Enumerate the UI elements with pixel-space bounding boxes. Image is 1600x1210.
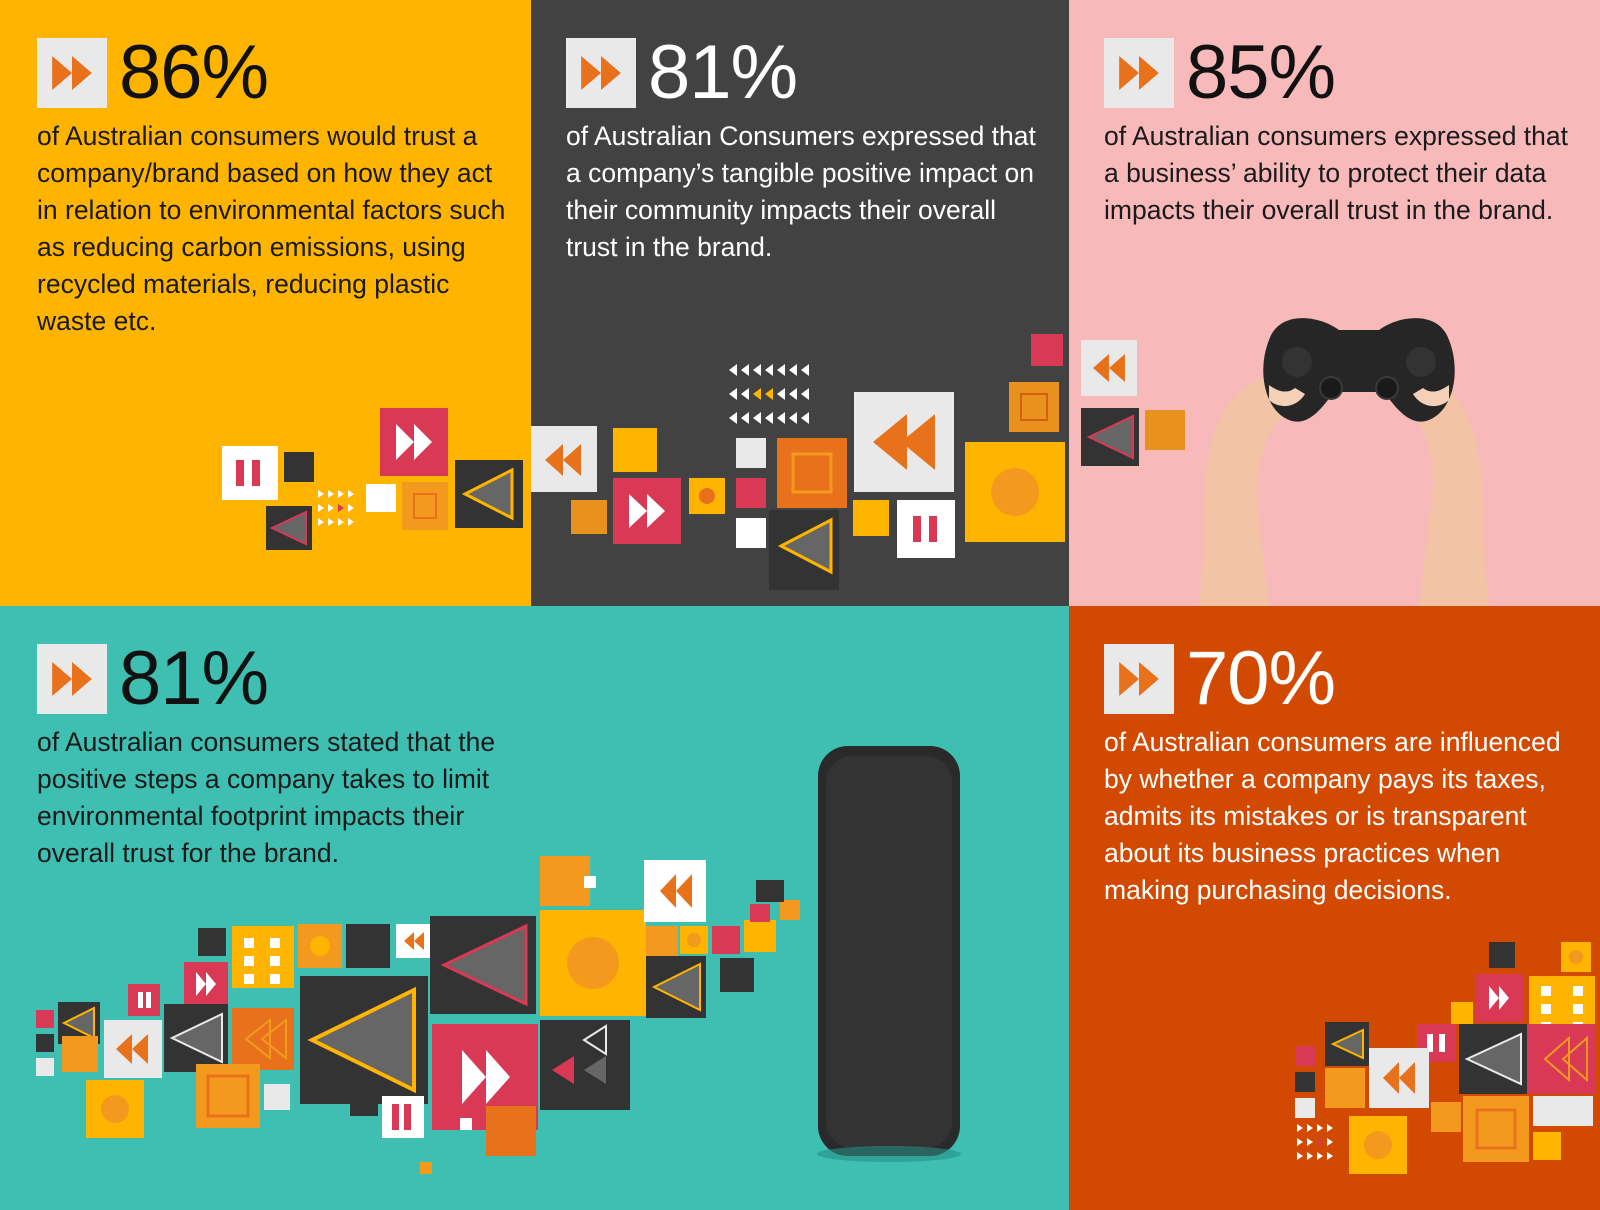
decorative-pattern-and-speaker (36, 746, 961, 1174)
decorative-pattern (531, 334, 1065, 590)
stat-value: 70% (1186, 636, 1336, 721)
stat-panel-transparency: 70% of Australian consumers are influenc… (1069, 606, 1600, 1210)
stat-panel-community: 81% of Australian Consumers expressed th… (531, 0, 1069, 606)
stat-header: 85% (1104, 30, 1336, 115)
fast-forward-icon (37, 644, 107, 714)
stat-description: of Australian consumers would trust a co… (37, 121, 506, 336)
decorative-pattern (222, 408, 523, 550)
stat-description: of Australian consumers are influenced b… (1104, 727, 1561, 905)
stat-panel-environment: 86% of Australian consumers would trust … (0, 0, 531, 606)
stat-header: 81% (566, 30, 798, 115)
game-controller-illustration (1081, 318, 1489, 606)
stat-value: 85% (1186, 30, 1336, 115)
stat-panel-data-protection: 85% of Australian consumers expressed th… (1069, 0, 1600, 606)
stat-description: of Australian Consumers expressed that a… (566, 121, 1036, 262)
fast-forward-icon (1104, 38, 1174, 108)
stat-header: 86% (37, 30, 269, 115)
fast-forward-icon (566, 38, 636, 108)
stat-panel-environmental-footprint: 81% of Australian consumers stated that … (0, 606, 1069, 1210)
decorative-pattern (1295, 942, 1595, 1174)
fast-forward-icon (1104, 644, 1174, 714)
fast-forward-icon (37, 38, 107, 108)
stat-header: 81% (37, 636, 269, 721)
stat-description: of Australian consumers stated that the … (37, 727, 496, 868)
stat-value: 86% (119, 30, 269, 115)
stat-description: of Australian consumers expressed that a… (1104, 121, 1568, 225)
stat-value: 81% (119, 636, 269, 721)
stat-value: 81% (648, 30, 798, 115)
stat-header: 70% (1104, 636, 1336, 721)
